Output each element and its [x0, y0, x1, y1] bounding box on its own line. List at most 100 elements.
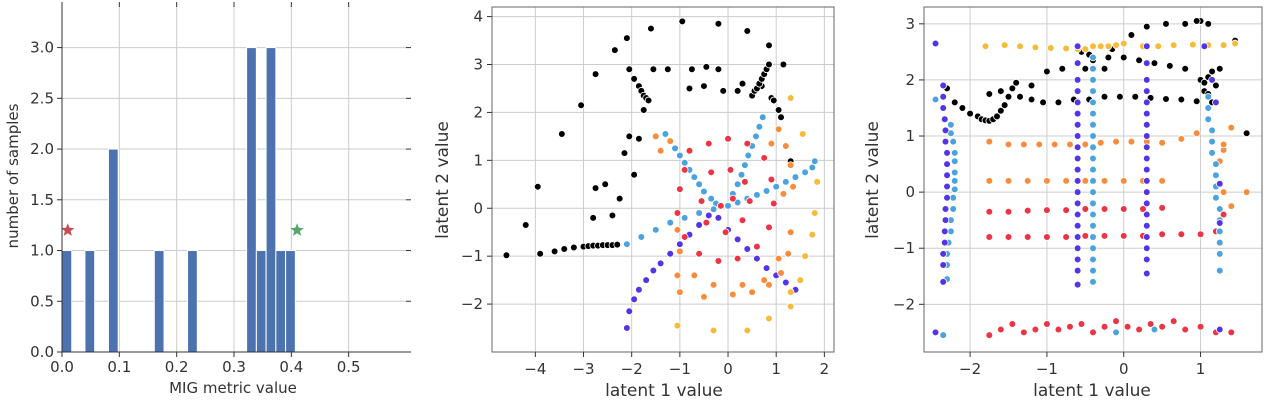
scatter-point	[1043, 233, 1051, 241]
scatter-point	[1158, 322, 1166, 331]
scatter-point	[758, 113, 767, 122]
scatter-point	[762, 264, 771, 272]
scatter-point	[777, 113, 785, 122]
scatter-point	[630, 75, 638, 83]
y-tick-label: 1.0	[30, 242, 54, 260]
scatter-point	[536, 249, 544, 258]
scatter-point	[931, 39, 940, 48]
scatter-point	[1023, 177, 1032, 185]
scatter-point	[630, 170, 638, 179]
scatter-point	[1142, 269, 1151, 278]
histogram-grid	[61, 7, 406, 353]
scatter-point	[1196, 230, 1205, 238]
scatter-panel-1: −4 −3 −2 −1 0 1 2 −2 −1 0 1 2 3 4 latent 1 value late…	[433, 6, 835, 401]
scatter-point	[786, 161, 795, 169]
scatter-point	[1016, 92, 1024, 101]
scatter-1-points	[502, 17, 821, 335]
scatter-point	[1131, 92, 1140, 101]
scatter-point	[695, 180, 703, 189]
scatter-point	[680, 158, 689, 167]
scatter-point	[676, 240, 684, 248]
scatter-point	[1142, 143, 1151, 152]
scatter-point	[1104, 42, 1113, 51]
scatter-point	[796, 276, 805, 284]
scatter-point	[801, 252, 809, 260]
scatter-point	[1073, 255, 1082, 264]
scatter-point	[601, 180, 609, 189]
scatter-point	[704, 211, 713, 220]
scatter-point	[1212, 98, 1220, 107]
scatter-point	[1215, 64, 1224, 73]
scatter-point	[950, 98, 959, 107]
star-marker	[61, 223, 75, 236]
scatter-point	[1192, 17, 1201, 25]
scatter-point	[939, 104, 948, 112]
scatter-point	[1043, 177, 1051, 185]
scatter-point	[1062, 177, 1070, 185]
scatter-point	[688, 65, 696, 74]
scatter-point	[1096, 42, 1105, 51]
scatter-point	[1169, 317, 1178, 325]
y-tick-label: 3	[473, 56, 483, 74]
scatter-point	[813, 178, 821, 186]
scatter-point	[1089, 165, 1097, 174]
x-tick-label: 0.3	[222, 358, 246, 376]
scatter-point	[1181, 64, 1189, 73]
scatter-point	[1177, 135, 1186, 143]
scatter-point	[779, 190, 788, 198]
scatter-point	[642, 276, 650, 284]
scatter-point	[1112, 317, 1120, 325]
scatter-point	[1208, 76, 1216, 84]
scatter-point	[940, 115, 949, 123]
scatter-point	[1008, 320, 1017, 328]
histogram-bar	[265, 47, 277, 353]
scatter-point	[1043, 206, 1051, 214]
scatter-point	[697, 197, 706, 205]
scatter-point	[1142, 188, 1151, 196]
scatter-point	[690, 271, 699, 280]
scatter-point	[1089, 266, 1097, 275]
scatter-point	[1100, 92, 1109, 101]
scatter-2-xlabel: latent 1 value	[1033, 381, 1151, 401]
scatter-point	[714, 19, 723, 28]
scatter-point	[1166, 62, 1174, 70]
scatter-point	[1212, 160, 1220, 168]
x-tick-label: 0	[723, 360, 733, 378]
scatter-point	[1139, 205, 1147, 213]
scatter-point	[950, 149, 959, 157]
scatter-point	[941, 126, 950, 135]
scatter-point	[765, 60, 773, 69]
scatter-point	[753, 191, 761, 199]
scatter-point	[1215, 325, 1224, 334]
scatter-point	[1043, 320, 1051, 328]
scatter-point	[1004, 207, 1013, 216]
scatter-point	[743, 326, 752, 335]
scatter-point	[1073, 98, 1082, 107]
scatter-point	[738, 216, 747, 225]
scatter-point	[1192, 97, 1201, 106]
scatter-point	[810, 157, 819, 166]
scatter-point	[625, 307, 634, 316]
scatter-point	[1073, 210, 1082, 219]
scatter-point	[931, 95, 940, 104]
scatter-point	[1215, 205, 1224, 213]
scatter-point	[521, 221, 530, 229]
scatter-point	[1200, 42, 1209, 51]
scatter-point	[673, 226, 682, 234]
scatter-point	[943, 160, 951, 168]
scatter-point	[1112, 137, 1120, 146]
scatter-point	[714, 65, 723, 74]
scatter-point	[985, 137, 994, 146]
scatter-point	[1073, 87, 1082, 95]
x-tick-label: 1	[1196, 360, 1206, 378]
scatter-point	[1012, 78, 1020, 87]
scatter-point	[649, 65, 658, 74]
scatter-point	[625, 132, 634, 141]
scatter-point	[786, 288, 795, 296]
scatter-point	[1073, 221, 1082, 230]
scatter-point	[950, 185, 959, 194]
scatter-point	[719, 87, 728, 95]
scatter-point	[1073, 76, 1082, 84]
scatter-point	[786, 302, 795, 311]
scatter-point	[1089, 87, 1097, 95]
